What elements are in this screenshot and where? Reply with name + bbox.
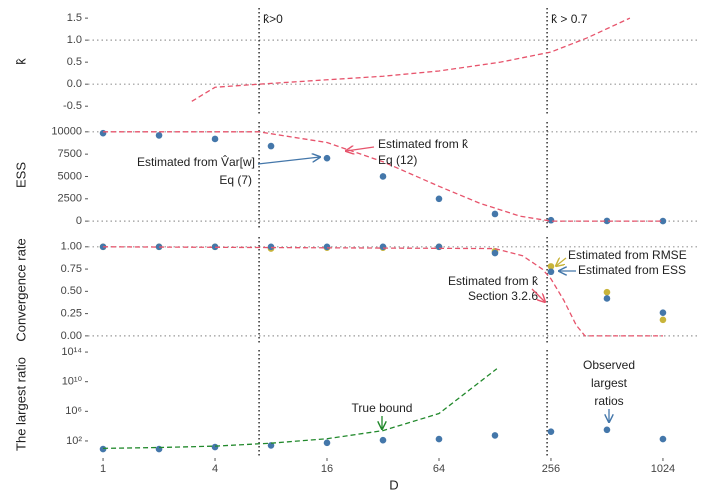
point [99, 129, 107, 137]
annotation: Eq (7) [219, 173, 252, 187]
y-tick-label: 10⁶ [65, 405, 82, 417]
y-tick-label: 10000 [51, 126, 82, 138]
point [435, 195, 443, 203]
y-tick-label: 2500 [58, 193, 82, 205]
point [379, 173, 387, 180]
point [491, 249, 499, 257]
y-tick-label: 0.0 [67, 78, 82, 90]
point [603, 426, 611, 434]
point [211, 243, 219, 251]
y-tick-label: -0.5 [63, 100, 82, 112]
threshold-label: k̂ > 0.7 [551, 12, 588, 26]
point [603, 295, 611, 302]
annotation: Estimated from RMSE [568, 248, 687, 262]
point [211, 443, 219, 451]
arrow [531, 288, 545, 302]
annotations: Estimated from V̂ar[w] Eq (7) Estimated … [137, 137, 687, 429]
threshold-label: k̂>0 [263, 12, 283, 26]
arrow [257, 157, 320, 165]
y-tick-label: 0.00 [61, 330, 82, 342]
dashed-line [103, 368, 498, 450]
dashed-line [103, 246, 663, 337]
point [547, 428, 555, 435]
point [659, 435, 667, 443]
arrow [556, 258, 567, 266]
y-tick-label: 0.50 [61, 285, 82, 297]
point [603, 217, 611, 225]
x-tick-label: 4 [212, 463, 218, 475]
point [323, 154, 331, 162]
y-tick-label: 10¹⁰ [62, 376, 83, 388]
y-axis-label: k̂ [13, 58, 28, 65]
point [547, 268, 555, 276]
dashed-line [191, 17, 631, 102]
point [211, 135, 219, 143]
y-tick-label: 0.75 [61, 263, 82, 275]
point [659, 217, 667, 225]
point [267, 442, 275, 449]
point [267, 142, 275, 150]
y-axis-label: Convergence rate [13, 238, 28, 341]
point [491, 432, 499, 439]
annotation: largest [591, 376, 628, 390]
point [267, 243, 275, 251]
x-tick-label: 64 [433, 463, 445, 475]
y-tick-label: 0.5 [67, 56, 82, 68]
x-tick-label: 1 [100, 463, 106, 475]
annotation: Estimated from k̂ [448, 274, 539, 288]
y-tick-label: 0.25 [61, 308, 82, 320]
point [379, 436, 387, 444]
annotation: ratios [594, 394, 623, 408]
point [155, 243, 163, 251]
y-tick-label: 7500 [58, 148, 82, 160]
point [435, 435, 443, 443]
point [323, 243, 331, 251]
annotation: True bound [352, 401, 413, 415]
annotation: Observed [583, 358, 635, 372]
y-axis-label: The largest ratio [13, 357, 28, 451]
annotation: Eq (12) [378, 153, 417, 167]
point [435, 243, 443, 251]
arrow [346, 147, 375, 151]
point [99, 445, 107, 453]
x-tick-label: 16 [321, 463, 333, 475]
y-tick-label: 5000 [58, 170, 82, 182]
dashed-line [103, 131, 663, 222]
point [547, 216, 555, 224]
y-tick-label: 1.0 [67, 34, 82, 46]
x-tick-label: 1024 [651, 463, 675, 475]
point [155, 445, 163, 453]
y-tick-label: 10² [66, 435, 82, 447]
y-tick-label: 10¹⁴ [61, 346, 82, 358]
annotation: Section 3.2.6 [468, 289, 538, 303]
point [603, 288, 611, 296]
point [659, 309, 667, 317]
annotation: Estimated from k̂ [378, 137, 469, 151]
point [379, 243, 387, 251]
point [547, 263, 555, 270]
point [155, 132, 163, 139]
x-axis-label: D [389, 477, 398, 492]
point [659, 316, 667, 324]
annotation: Estimated from V̂ar[w] [137, 154, 255, 169]
point [323, 439, 331, 447]
y-tick-label: 0 [76, 215, 82, 227]
y-tick-label: 1.00 [61, 241, 82, 253]
point [491, 210, 499, 218]
x-tick-label: 256 [542, 463, 560, 475]
y-tick-label: 1.5 [67, 12, 82, 24]
annotation: Estimated from ESS [578, 263, 686, 277]
y-axis-label: ESS [13, 162, 28, 188]
